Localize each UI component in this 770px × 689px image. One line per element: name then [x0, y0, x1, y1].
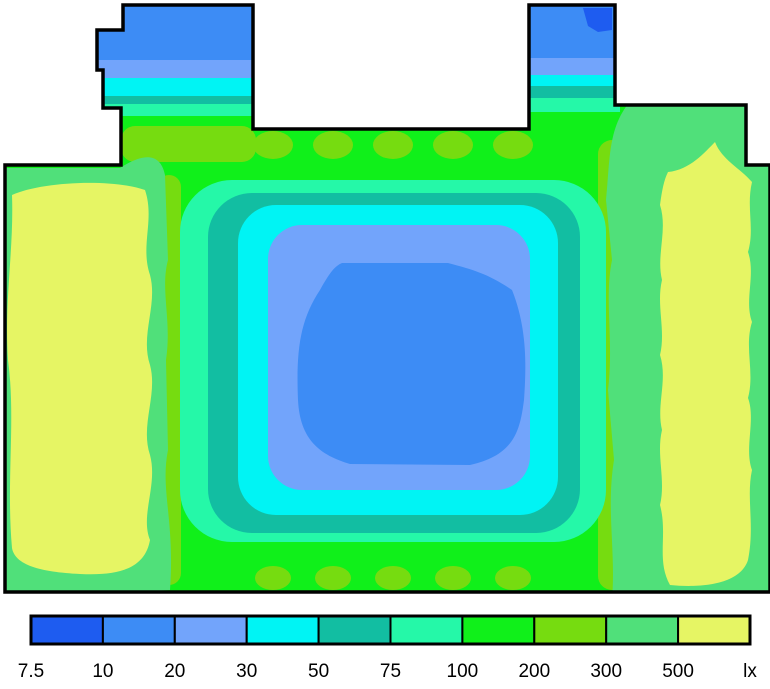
lightwell-blob — [255, 566, 291, 590]
lightwell-blob — [493, 131, 533, 159]
alcove-right-band-20-30 — [525, 58, 620, 75]
alcove-right-minimum-7.5-10 — [583, 8, 612, 32]
colorbar-tick-label: 50 — [308, 661, 329, 682]
colorbar-swatch — [30, 615, 104, 645]
band-peak-right — [660, 142, 752, 586]
colorbar-tick-label: 7.5 — [18, 661, 44, 682]
colorbar-swatch — [245, 615, 320, 645]
ring-center-core — [297, 263, 526, 465]
contour-fill-group — [5, 5, 770, 592]
colorbar-tick-label: 10 — [92, 661, 113, 682]
colorbar-swatch — [605, 615, 680, 645]
colorbar-tick-label: 30 — [236, 661, 257, 682]
room-outline — [3, 3, 770, 594]
colorbar-tick-label: 500 — [662, 661, 694, 682]
lightwell-blob — [313, 131, 353, 159]
colorbar-swatches — [30, 615, 751, 645]
alcove-left-band-50-75 — [95, 96, 260, 104]
illuminance-contour-plot — [3, 3, 770, 594]
colorbar-tick-label: 75 — [380, 661, 401, 682]
band-peak-left — [7, 182, 153, 575]
colorbar-swatch — [173, 615, 248, 645]
alcove-left-band-75-100 — [95, 104, 260, 116]
colorbar-swatch — [461, 615, 536, 645]
colorbar-tick-label: 200 — [518, 661, 550, 682]
alcove-right-band-50-75 — [525, 86, 620, 98]
colorbar-frame — [29, 614, 752, 646]
colorbar-swatch — [317, 615, 392, 645]
lightwell-blob — [373, 131, 413, 159]
colorbar-tick-label: 300 — [590, 661, 622, 682]
colorbar-legend: 7.5 10 20 30 50 75 100 200 300 500 lx — [18, 614, 758, 682]
colorbar-tick-label: lx — [743, 661, 757, 682]
lightwell-blob — [253, 131, 293, 159]
colorbar-tick-labels: 7.5 10 20 30 50 75 100 200 300 500 lx — [18, 661, 758, 682]
colorbar-swatch — [677, 615, 751, 645]
alcove-left-band-30-50 — [95, 78, 260, 96]
colorbar-tick-label: 20 — [164, 661, 185, 682]
colorbar-swatch — [389, 615, 464, 645]
alcove-left-band-20-30 — [95, 60, 260, 78]
alcove-left-group — [95, 5, 260, 116]
colorbar-swatch — [533, 615, 608, 645]
lightwell-blob — [315, 566, 351, 590]
lightwell-top-left — [121, 126, 256, 162]
lightwell-blob — [375, 566, 411, 590]
lightwell-blob — [495, 566, 531, 590]
alcove-right-band-75-100 — [525, 98, 620, 112]
alcove-right-band-30-50 — [525, 75, 620, 86]
colorbar-swatch — [101, 615, 176, 645]
alcove-right-group — [525, 5, 620, 112]
lightwell-blob — [435, 566, 471, 590]
lightwell-blob — [433, 131, 473, 159]
colorbar-tick-label: 100 — [447, 661, 479, 682]
